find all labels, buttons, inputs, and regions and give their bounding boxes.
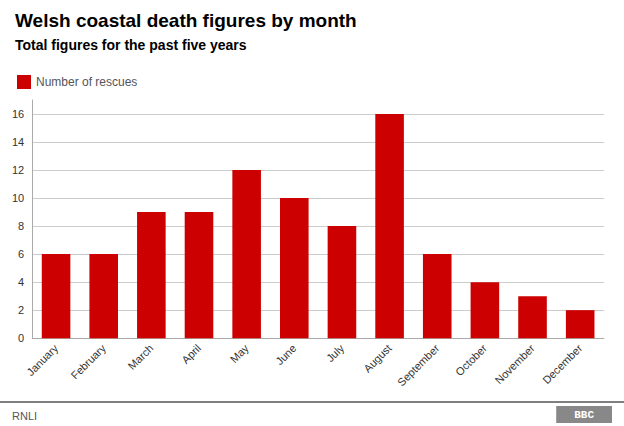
svg-text:6: 6 xyxy=(18,248,24,260)
svg-text:September: September xyxy=(395,342,442,389)
svg-text:October: October xyxy=(453,342,489,378)
svg-text:December: December xyxy=(540,342,585,387)
svg-text:April: April xyxy=(179,342,203,366)
svg-text:Total figures for the past fiv: Total figures for the past five years xyxy=(15,37,247,53)
svg-text:16: 16 xyxy=(12,108,24,120)
svg-text:June: June xyxy=(273,342,298,367)
svg-text:0: 0 xyxy=(18,332,24,344)
svg-text:8: 8 xyxy=(18,220,24,232)
svg-text:July: July xyxy=(324,342,347,365)
svg-text:4: 4 xyxy=(18,276,24,288)
svg-text:Number of rescues: Number of rescues xyxy=(36,75,137,89)
svg-text:10: 10 xyxy=(12,192,24,204)
svg-text:August: August xyxy=(361,342,394,375)
svg-text:March: March xyxy=(126,342,156,372)
svg-text:RNLI: RNLI xyxy=(12,410,37,422)
svg-text:BBC: BBC xyxy=(574,409,594,421)
svg-text:November: November xyxy=(492,342,537,387)
svg-text:February: February xyxy=(68,342,108,382)
svg-text:January: January xyxy=(24,342,60,378)
svg-text:14: 14 xyxy=(12,136,24,148)
svg-text:Welsh coastal death figures by: Welsh coastal death figures by month xyxy=(15,10,357,31)
svg-text:May: May xyxy=(228,342,252,366)
svg-text:2: 2 xyxy=(18,304,24,316)
svg-text:12: 12 xyxy=(12,164,24,176)
